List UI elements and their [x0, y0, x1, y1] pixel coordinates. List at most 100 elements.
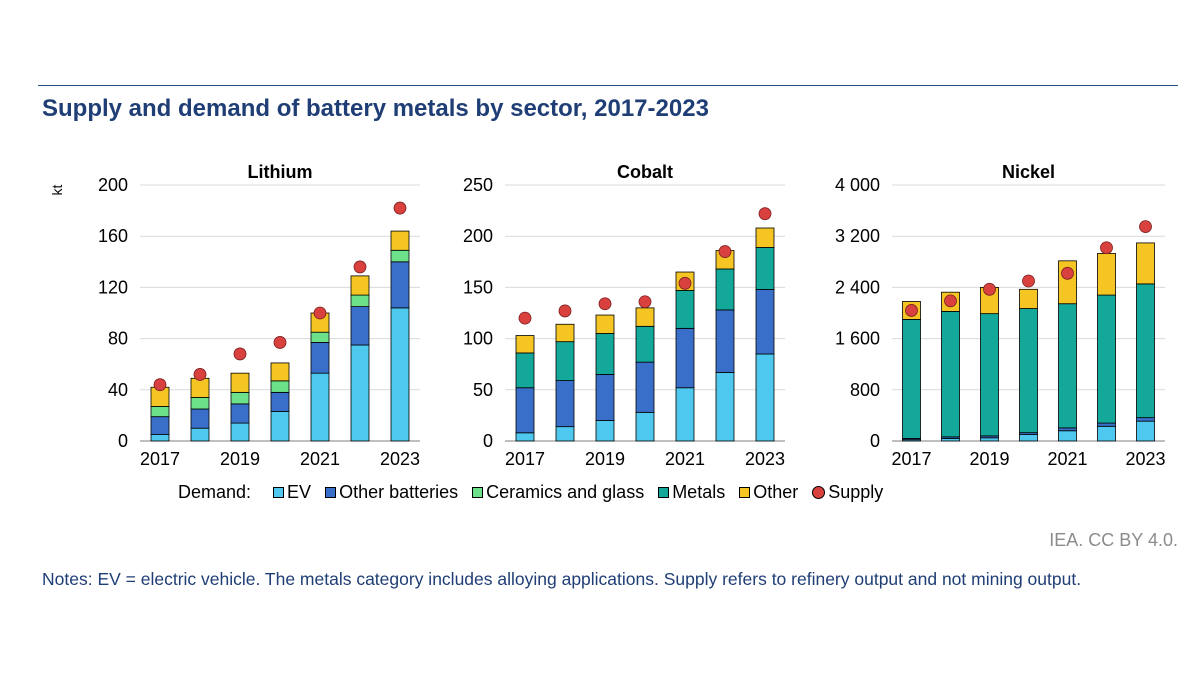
lithium-bar-ev-2021 — [310, 372, 330, 442]
cobalt-supply-point-2018 — [558, 304, 572, 318]
cobalt-y-tick-label: 0 — [483, 431, 493, 451]
nickel-bar-ev-2020 — [1019, 434, 1038, 442]
cobalt-supply-point-2022 — [718, 245, 732, 258]
cobalt-bar-metals-2023 — [755, 247, 775, 290]
legend-label-ceramics: Ceramics and glass — [486, 481, 645, 502]
legend-item-other: Other — [739, 482, 798, 503]
legend-item-metals: Metals — [658, 482, 725, 503]
nickel-x-tick-label: 2019 — [969, 449, 1009, 469]
lithium-y-tick-label: 200 — [98, 175, 128, 195]
lithium-y-tick-label: 40 — [108, 380, 128, 400]
lithium-y-tick-label: 160 — [98, 226, 128, 246]
nickel-supply-point-2020 — [1022, 274, 1035, 288]
cobalt-y-tick-label: 250 — [463, 175, 493, 195]
lithium-bar-other-batteries-2023 — [390, 261, 410, 309]
cobalt-bar-other-batteries-2022 — [715, 309, 735, 373]
legend-swatch-ceramics — [472, 486, 484, 498]
chart-notes: Notes: EV = electric vehicle. The metals… — [42, 569, 1082, 589]
lithium-supply-point-2018 — [193, 368, 207, 381]
nickel-supply-point-2018 — [944, 294, 957, 308]
cobalt-x-tick-label: 2019 — [585, 449, 625, 469]
lithium-x-tick-label: 2017 — [140, 449, 180, 469]
legend-swatch-metals — [658, 486, 670, 498]
cobalt-bar-other-batteries-2023 — [755, 289, 775, 355]
lithium-supply-point-2021 — [313, 306, 327, 320]
legend-label-other: Other — [753, 481, 799, 502]
nickel-bar-metals-2017 — [902, 318, 921, 439]
nickel-bar-metals-2018 — [941, 310, 960, 438]
lithium-bar-ceramics-and-glass-2021 — [310, 331, 330, 343]
nickel-x-tick-label: 2023 — [1125, 449, 1165, 469]
lithium-bar-other-2018 — [190, 377, 210, 398]
lithium-x-tick-label: 2021 — [300, 449, 340, 469]
nickel-x-tick-label: 2021 — [1047, 449, 1087, 469]
legend-demand-label: Demand: — [178, 481, 252, 502]
lithium-bar-other-batteries-2021 — [310, 342, 330, 374]
cobalt-bar-other-batteries-2017 — [515, 387, 535, 434]
cobalt-bar-ev-2018 — [555, 426, 575, 442]
lithium-supply-point-2023 — [393, 201, 407, 215]
cobalt-bar-ev-2019 — [595, 420, 615, 442]
nickel-bar-other-2022 — [1097, 253, 1116, 296]
cobalt-x-tick-label: 2023 — [745, 449, 785, 469]
cobalt-bar-metals-2019 — [595, 333, 615, 375]
cobalt-bar-ev-2022 — [715, 371, 735, 442]
nickel-supply-point-2017 — [905, 304, 918, 317]
cobalt-x-tick-label: 2017 — [505, 449, 545, 469]
cobalt-y-tick-label: 50 — [473, 380, 493, 400]
cobalt-bar-metals-2018 — [555, 341, 575, 381]
nickel-bar-other-2023 — [1136, 242, 1155, 285]
lithium-x-tick-label: 2023 — [380, 449, 420, 469]
cobalt-bar-ev-2023 — [755, 353, 775, 442]
cobalt-bar-metals-2021 — [675, 290, 695, 329]
nickel-y-tick-label: 0 — [870, 431, 880, 451]
nickel-bar-other-batteries-2021 — [1058, 427, 1077, 432]
nickel-bar-metals-2022 — [1097, 294, 1116, 424]
cobalt-supply-point-2021 — [678, 276, 692, 290]
cobalt-bar-metals-2020 — [635, 325, 655, 363]
cobalt-bar-other-batteries-2018 — [555, 380, 575, 428]
cobalt-bar-other-2023 — [755, 227, 775, 248]
cobalt-bar-other-batteries-2020 — [635, 361, 655, 413]
lithium-supply-point-2022 — [353, 260, 367, 274]
nickel-y-tick-label: 3 200 — [835, 226, 880, 246]
nickel-supply-point-2021 — [1061, 266, 1074, 280]
cobalt-y-tick-label: 200 — [463, 226, 493, 246]
lithium-bar-other-batteries-2017 — [150, 416, 170, 435]
lithium-bar-other-batteries-2019 — [230, 403, 250, 424]
source-credit: IEA. CC BY 4.0. — [1049, 530, 1178, 550]
cobalt-bar-other-batteries-2019 — [595, 374, 615, 421]
nickel-bar-ev-2021 — [1058, 430, 1077, 442]
lithium-bar-ev-2020 — [270, 411, 290, 442]
cobalt-bar-other-2020 — [635, 307, 655, 327]
nickel-y-tick-label: 4 000 — [835, 175, 880, 195]
lithium-y-tick-label: 120 — [98, 277, 128, 297]
lithium-bar-other-batteries-2020 — [270, 391, 290, 412]
lithium-bar-other-batteries-2018 — [190, 408, 210, 429]
lithium-bar-ceramics-and-glass-2018 — [190, 397, 210, 410]
cobalt-bar-other-batteries-2021 — [675, 327, 695, 389]
legend-item-supply: Supply — [812, 482, 883, 503]
cobalt-panel-title: Cobalt — [617, 162, 673, 182]
lithium-supply-point-2017 — [153, 378, 167, 392]
cobalt-bar-ev-2020 — [635, 411, 655, 442]
lithium-x-tick-label: 2019 — [220, 449, 260, 469]
lithium-bar-ev-2022 — [350, 344, 370, 442]
cobalt-bar-other-2018 — [555, 323, 575, 343]
cobalt-bar-ev-2021 — [675, 387, 695, 442]
lithium-bar-other-2020 — [270, 362, 290, 382]
nickel-bar-metals-2020 — [1019, 308, 1038, 434]
nickel-bar-metals-2019 — [980, 313, 999, 437]
cobalt-bar-other-2017 — [515, 335, 535, 354]
nickel-y-tick-label: 2 400 — [835, 277, 880, 297]
lithium-bar-ceramics-and-glass-2017 — [150, 406, 170, 418]
legend-swatch-other-batteries — [325, 486, 337, 498]
lithium-y-tick-label: 0 — [118, 431, 128, 451]
lithium-bar-ev-2018 — [190, 427, 210, 442]
lithium-bar-ceramics-and-glass-2020 — [270, 380, 290, 393]
lithium-bar-ceramics-and-glass-2022 — [350, 294, 370, 308]
lithium-supply-point-2020 — [273, 336, 287, 349]
cobalt-supply-point-2017 — [518, 311, 532, 325]
chart-title: Supply and demand of battery metals by s… — [42, 95, 709, 122]
lithium-bar-ev-2023 — [390, 307, 410, 442]
